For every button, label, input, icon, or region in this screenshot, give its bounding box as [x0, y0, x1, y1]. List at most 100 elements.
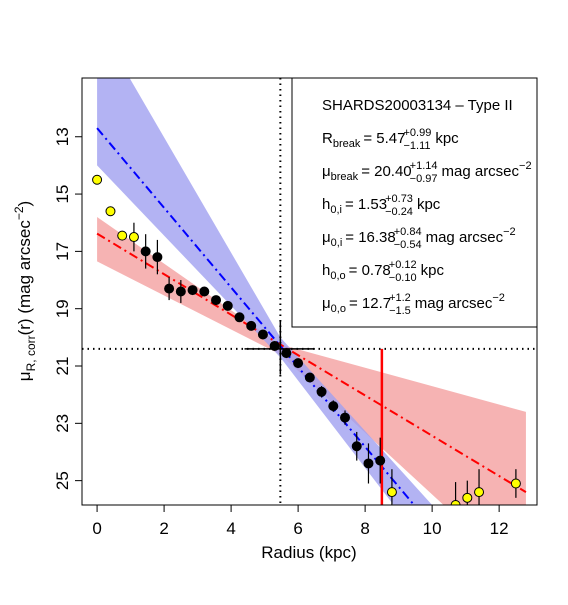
label-part: = 1.53: [345, 196, 387, 213]
label-part: +0.99: [404, 127, 432, 139]
x-tick-label: 12: [490, 519, 509, 538]
data-point: [328, 401, 339, 412]
label-part: −1.5: [389, 305, 411, 317]
label-part: mag arcsec: [442, 163, 520, 180]
y-tick-label: 19: [53, 299, 72, 318]
data-point: [510, 478, 521, 489]
label-part: = 5.47: [363, 130, 405, 147]
annotation-line: μbreak = 20.40: [322, 163, 412, 183]
label-part: +0.73: [385, 193, 413, 205]
annotation-bounds: −0.97: [410, 173, 438, 185]
data-point: [234, 312, 245, 323]
data-point: [450, 500, 461, 505]
x-tick-label: 10: [423, 519, 442, 538]
annotation-line: μ0,i = 16.38: [322, 229, 396, 249]
data-point: [128, 232, 139, 243]
label-part: (r) (mag arcsec: [15, 220, 34, 336]
data-point: [386, 487, 397, 498]
label-part: +1.14: [410, 160, 438, 172]
plot-area: [82, 78, 537, 505]
label-part: kpc: [421, 262, 445, 279]
x-tick-label: 6: [293, 519, 302, 538]
annotation-unit: kpc: [435, 130, 459, 147]
data-point: [304, 372, 315, 383]
x-tick-label: 0: [92, 519, 101, 538]
data-point: [462, 492, 473, 503]
annotation-bounds: −0.10: [389, 272, 417, 284]
data-point: [316, 386, 327, 397]
data-point: [152, 252, 163, 263]
label-part: = 16.38: [345, 229, 395, 246]
label-part: −2: [519, 160, 532, 172]
data-point: [281, 348, 292, 359]
label-part: mag arcsec: [426, 229, 504, 246]
label-part: h: [322, 262, 330, 279]
label-part: break: [333, 138, 361, 150]
annotation-bounds: +0.73: [385, 193, 413, 205]
label-part: −2: [503, 226, 516, 238]
label-part: ): [15, 201, 34, 207]
data-point: [92, 174, 103, 185]
data-point: [117, 230, 128, 241]
data-point: [199, 286, 210, 297]
label-part: h: [322, 196, 330, 213]
label-part: +0.12: [389, 259, 417, 271]
y-tick-label: 15: [53, 185, 72, 204]
annotation-unit: mag arcsec−2: [415, 292, 505, 312]
y-tick-label: 13: [53, 127, 72, 146]
annotation-bounds: −1.11: [404, 140, 431, 152]
data-point: [246, 320, 257, 331]
data-point: [351, 441, 362, 452]
annotation-bounds: +1.2: [389, 292, 411, 304]
annotation-unit: kpc: [421, 262, 445, 279]
label-part: +1.2: [389, 292, 411, 304]
label-part: kpc: [417, 196, 441, 213]
label-part: +0.84: [394, 226, 422, 238]
label-part: −1.11: [404, 140, 431, 152]
x-axis-label: Radius (kpc): [261, 543, 356, 562]
label-part: 0,i: [331, 237, 343, 249]
label-part: −2: [492, 292, 505, 304]
x-tick-label: 8: [360, 519, 369, 538]
annotation-bounds: +0.12: [389, 259, 417, 271]
fit-band: [97, 216, 526, 505]
data-point: [269, 340, 280, 351]
label-part: = 0.78: [349, 262, 391, 279]
data-point: [211, 295, 222, 306]
label-part: μ: [15, 371, 34, 381]
annotation-line: h0,o = 0.78: [322, 262, 391, 282]
data-point: [164, 283, 175, 294]
annotation-bounds: −0.24: [385, 206, 413, 218]
x-tick-label: 2: [159, 519, 168, 538]
data-point: [105, 206, 116, 217]
data-point: [293, 358, 304, 369]
annotation-bounds: +0.84: [394, 226, 422, 238]
label-part: mag arcsec: [415, 295, 493, 312]
label-part: = 12.7: [349, 295, 391, 312]
annotation-bounds: −0.54: [394, 239, 422, 251]
label-part: 0,o: [331, 303, 346, 315]
annotation-bounds: +1.14: [410, 160, 438, 172]
annotation-box: [291, 77, 538, 328]
label-part: μ: [322, 295, 331, 312]
label-part: 0,i: [330, 204, 342, 216]
annotation-unit: kpc: [417, 196, 441, 213]
y-tick-label: 17: [53, 242, 72, 261]
annotation-line: h0,i = 1.53: [322, 196, 387, 216]
label-part: kpc: [435, 130, 459, 147]
data-point: [363, 458, 374, 469]
y-tick-label: 21: [53, 357, 72, 376]
fit-band: [97, 78, 433, 505]
y-axis-label: μR, corr(r) (mag arcsec−2): [12, 201, 38, 381]
label-part: −0.24: [385, 206, 413, 218]
label-part: R: [322, 130, 333, 147]
data-point: [474, 487, 485, 498]
label-part: −0.54: [394, 239, 422, 251]
data-point: [257, 329, 268, 340]
label-part: −0.10: [389, 272, 417, 284]
data-point: [187, 285, 198, 296]
annotation-unit: mag arcsec−2: [426, 226, 516, 246]
data-point: [175, 286, 186, 297]
